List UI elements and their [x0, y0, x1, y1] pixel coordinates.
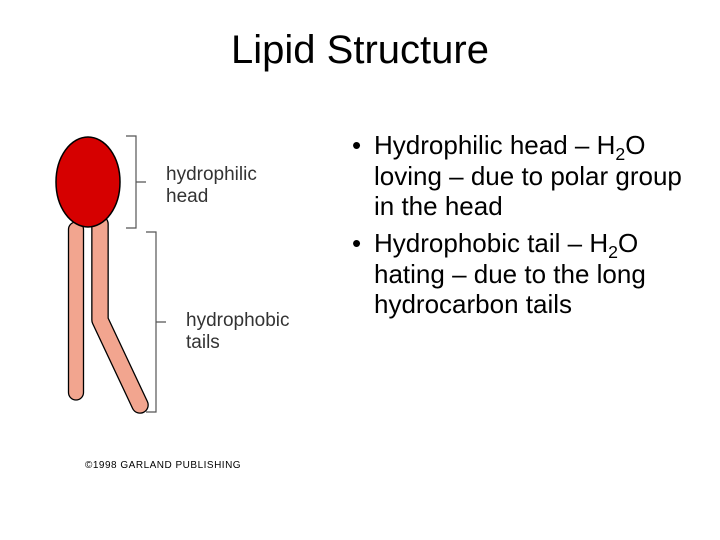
bullet-list: Hydrophilic head – H2O loving – due to p… [350, 130, 690, 326]
copyright-text: ©1998 GARLAND PUBLISHING [85, 460, 241, 471]
lipid-diagram: hydrophilichead hydrophobictails ©1998 G… [40, 120, 340, 490]
bullet-item-1: Hydrophobic tail – H2O hating – due to t… [350, 228, 690, 320]
slide-title: Lipid Structure [0, 28, 720, 73]
label-hydrophobic-tails: hydrophobictails [186, 310, 290, 354]
label-hydrophilic-head: hydrophilichead [166, 164, 257, 208]
slide: Lipid Structure hydrophilichead hydropho… [0, 0, 720, 540]
bullet-item-0: Hydrophilic head – H2O loving – due to p… [350, 130, 690, 222]
